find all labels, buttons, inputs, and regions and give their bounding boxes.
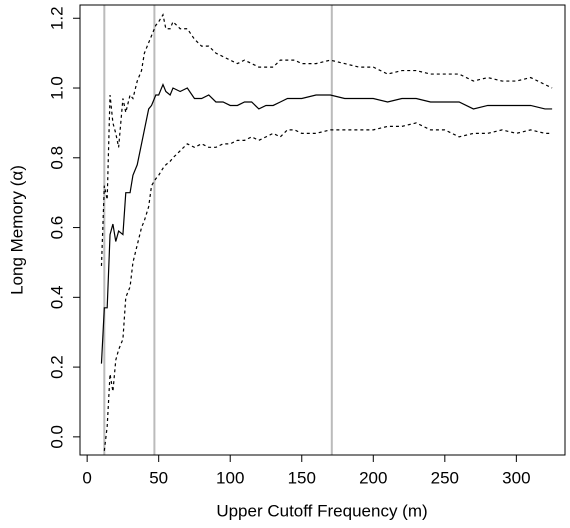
x-tick-label: 50 — [149, 468, 168, 487]
x-tick-label: 100 — [216, 468, 244, 487]
y-axis-label: Long Memory (α) — [7, 165, 26, 295]
x-tick-label: 250 — [431, 468, 459, 487]
y-tick-label: 0.0 — [47, 425, 66, 449]
x-tick-label: 0 — [82, 468, 91, 487]
y-tick-label: 0.6 — [47, 216, 66, 240]
y-tick-label: 0.8 — [47, 146, 66, 170]
y-tick-label: 0.2 — [47, 355, 66, 379]
y-tick-label: 1.2 — [47, 6, 66, 30]
y-tick-label: 1.0 — [47, 76, 66, 100]
series-line — [100, 82, 553, 364]
x-tick-label: 150 — [288, 468, 316, 487]
x-tick-label: 200 — [359, 468, 387, 487]
x-axis-label: Upper Cutoff Frequency (m) — [216, 501, 427, 520]
plot-frame — [79, 4, 566, 456]
x-tick-label: 300 — [502, 468, 530, 487]
series-line — [100, 13, 553, 266]
y-tick-label: 0.4 — [47, 286, 66, 310]
series-line — [103, 122, 553, 451]
